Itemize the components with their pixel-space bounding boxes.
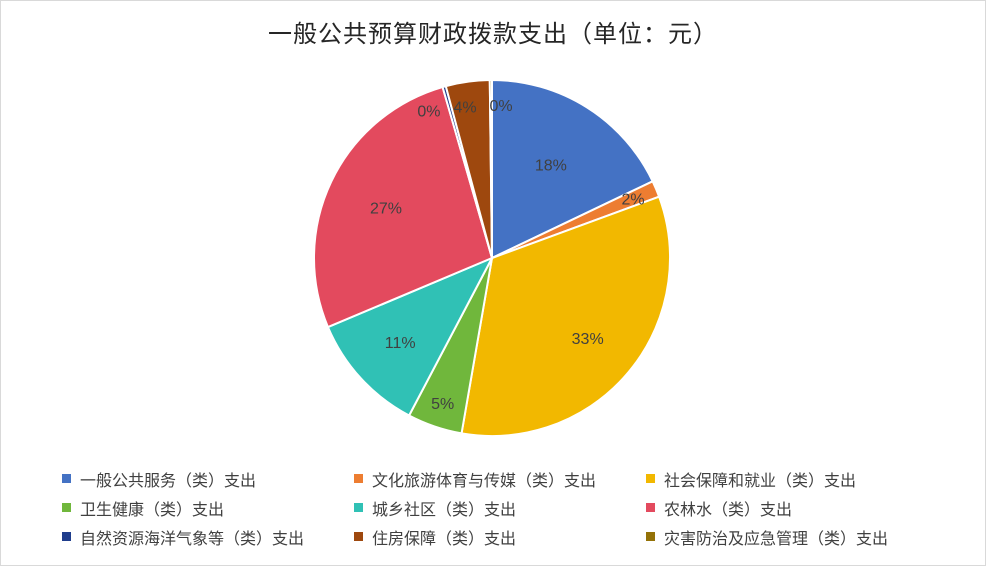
slice-data-label: 4% — [453, 99, 476, 116]
slice-data-label: 18% — [535, 158, 567, 175]
legend-row: 一般公共服务（类）支出 文化旅游体育与传媒（类）支出 社会保障和就业（类）支出 — [62, 464, 962, 493]
legend-item: 住房保障（类）支出 — [354, 525, 646, 549]
slice-data-label: 33% — [572, 331, 604, 348]
legend-label: 城乡社区（类）支出 — [372, 499, 517, 519]
legend-label: 灾害防治及应急管理（类）支出 — [664, 528, 889, 548]
legend-row: 卫生健康（类）支出 城乡社区（类）支出 农林水（类）支出 — [62, 493, 962, 522]
slice-data-label: 0% — [489, 98, 512, 115]
slice-data-label: 0% — [417, 104, 440, 121]
legend-swatch — [62, 474, 71, 483]
legend-swatch — [62, 532, 71, 541]
legend-item: 灾害防治及应急管理（类）支出 — [646, 525, 938, 549]
legend-swatch — [354, 474, 363, 483]
legend-row: 自然资源海洋气象等（类）支出 住房保障（类）支出 灾害防治及应急管理（类）支出 — [62, 522, 962, 551]
legend-label: 自然资源海洋气象等（类）支出 — [80, 528, 305, 548]
legend-swatch — [62, 503, 71, 512]
legend-label: 文化旅游体育与传媒（类）支出 — [372, 470, 597, 490]
legend-item: 农林水（类）支出 — [646, 496, 938, 520]
legend-label: 社会保障和就业（类）支出 — [664, 470, 857, 490]
legend-label: 农林水（类）支出 — [664, 499, 793, 519]
legend: 一般公共服务（类）支出 文化旅游体育与传媒（类）支出 社会保障和就业（类）支出卫生健… — [62, 464, 962, 551]
legend-swatch — [354, 503, 363, 512]
pie-slice — [491, 78, 654, 260]
pie-slice — [488, 78, 493, 259]
legend-swatch — [354, 532, 363, 541]
slice-data-label: 27% — [370, 200, 402, 217]
legend-label: 一般公共服务（类）支出 — [80, 470, 257, 490]
legend-item: 卫生健康（类）支出 — [62, 496, 354, 520]
slice-data-label: 5% — [431, 396, 454, 413]
pie-slice — [313, 85, 494, 329]
legend-item: 社会保障和就业（类）支出 — [646, 467, 938, 491]
pie-slice — [460, 195, 671, 437]
legend-item: 城乡社区（类）支出 — [354, 496, 646, 520]
legend-item: 文化旅游体育与传媒（类）支出 — [354, 467, 646, 491]
chart-title: 一般公共预算财政拨款支出（单位：元） — [268, 20, 718, 48]
legend-label: 卫生健康（类）支出 — [80, 499, 225, 519]
pie-slice — [326, 255, 495, 417]
legend-swatch — [646, 532, 655, 541]
legend-swatch — [646, 503, 655, 512]
legend-item: 一般公共服务（类）支出 — [62, 467, 354, 491]
legend-label: 住房保障（类）支出 — [372, 528, 517, 548]
legend-item: 自然资源海洋气象等（类）支出 — [62, 525, 354, 549]
slice-data-label: 11% — [385, 335, 416, 352]
slice-data-label: 2% — [622, 192, 645, 209]
legend-swatch — [646, 474, 655, 483]
